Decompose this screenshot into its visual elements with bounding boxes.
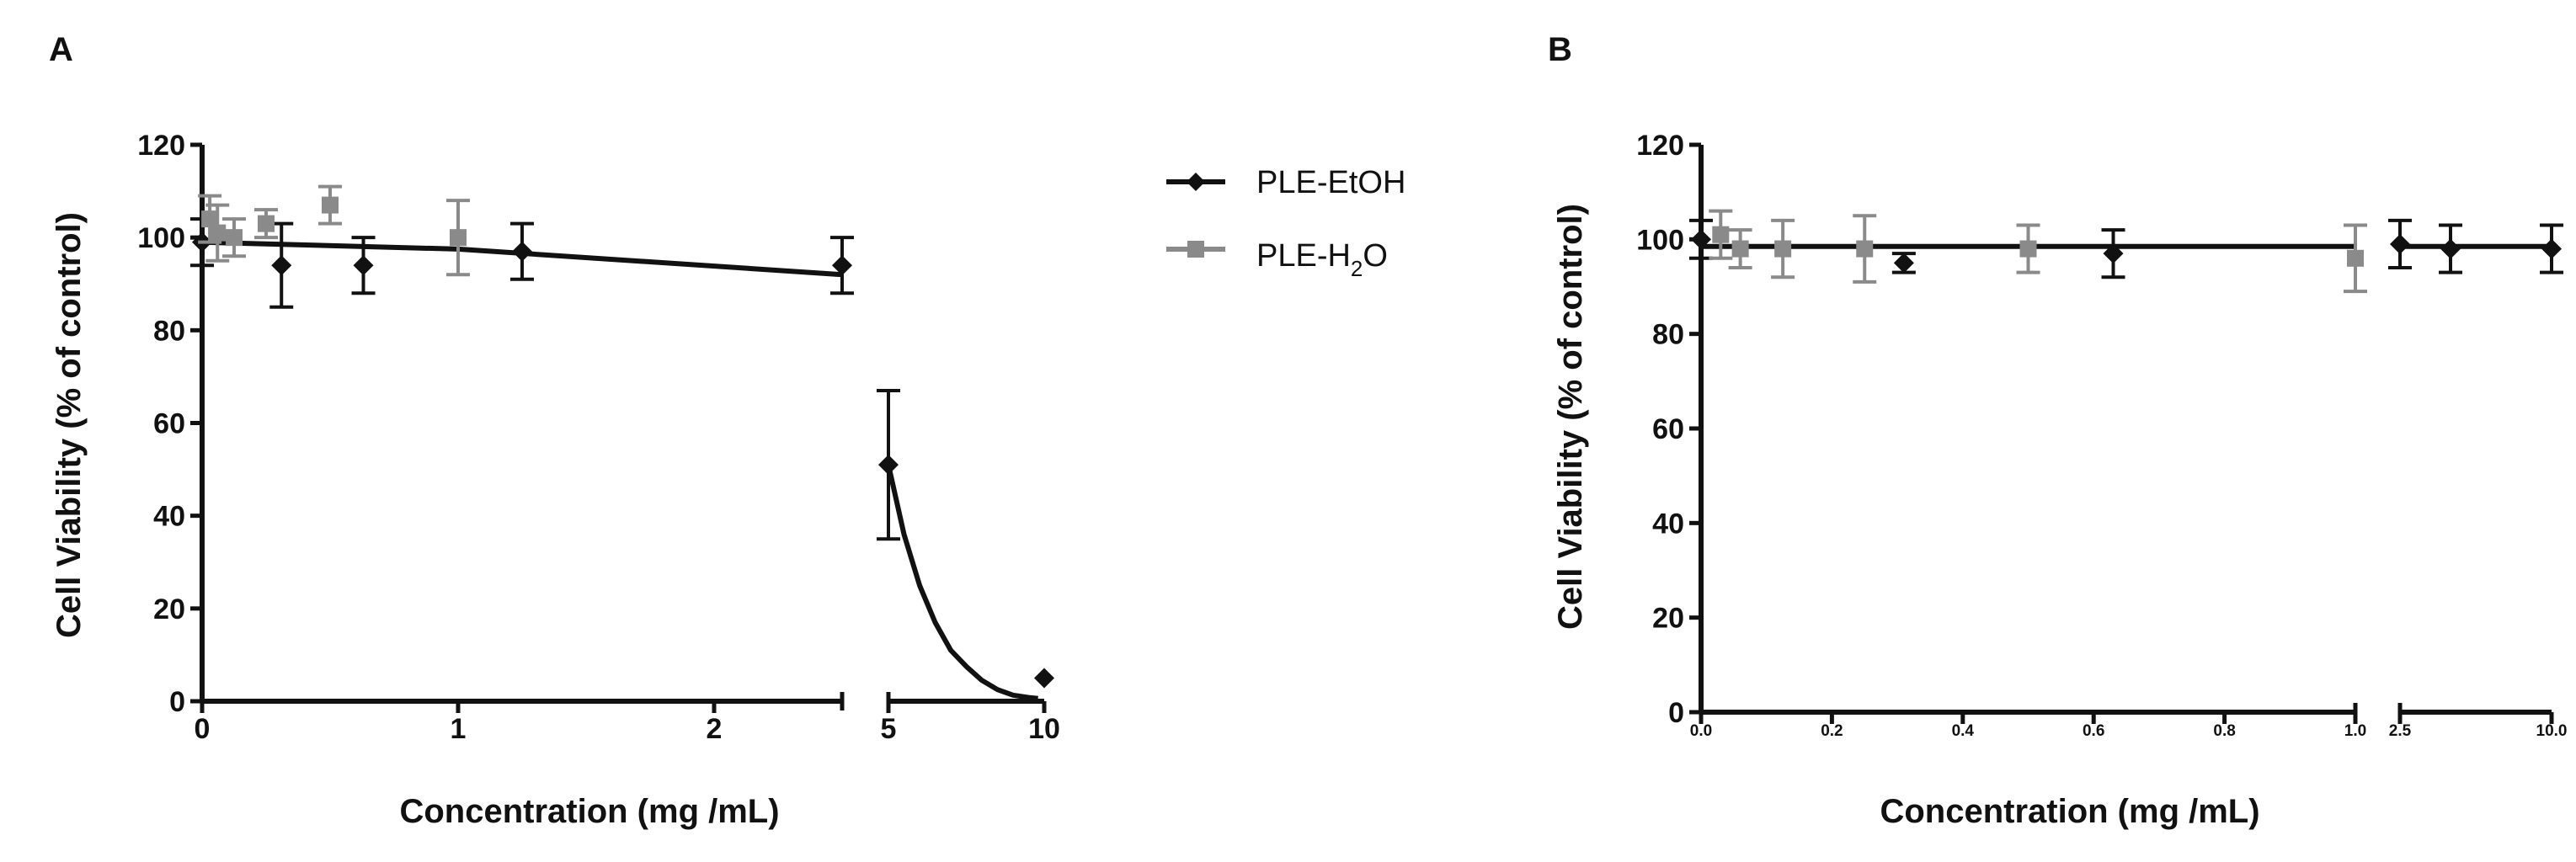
- panel-b-ple-etoh-point: [1893, 253, 1914, 274]
- panel-a-ple-h2o-point: [450, 229, 467, 247]
- panel-b-x-tick-label: 0.8: [2213, 722, 2235, 740]
- panel-a-y-tick-label: 40: [153, 501, 185, 533]
- legend-h2o-marker: [1187, 241, 1204, 258]
- legend-h2o-label-main: PLE-H: [1256, 238, 1351, 274]
- panel-a-x-tick-label: 10: [1028, 713, 1060, 745]
- legend-h2o-label-sub: 2: [1351, 256, 1363, 281]
- panel-a-y-tick-label: 120: [137, 130, 185, 162]
- panel-a-ple-h2o-point: [258, 215, 275, 232]
- panel-a-y-axis-title: Cell Viability (% of control): [51, 212, 88, 638]
- panel-b-ple-etoh-point: [2541, 238, 2562, 259]
- panel-b-x-tick-label: 2.5: [2389, 722, 2412, 740]
- panel-b-ple-etoh-point: [2103, 243, 2124, 264]
- panel-b-x-axis-title: Concentration (mg /mL): [1880, 793, 2259, 830]
- panel-a-x-tick-label: 1: [451, 713, 467, 745]
- panel-a-y-tick-label: 20: [153, 593, 185, 625]
- panel-b-y-tick-label: 100: [1636, 224, 1684, 256]
- panel-a-ple-h2o-point: [322, 196, 339, 214]
- panel-b-ple-etoh-point: [1691, 229, 1711, 250]
- legend-etoh-marker: [1187, 173, 1205, 191]
- panel-b-ple-h2o-point: [1774, 240, 1792, 258]
- panel-a-ple-h2o-point: [201, 210, 219, 228]
- panel-a-x-axis-title: Concentration (mg /mL): [399, 793, 779, 830]
- panel-b-ple-h2o-point: [1731, 240, 1749, 258]
- panel-b-x-tick-label: 0.0: [1690, 722, 1712, 740]
- legend-etoh-label: PLE-EtOH: [1256, 165, 1405, 200]
- panel-b-y-tick-label: 80: [1652, 319, 1684, 351]
- panel-b-ple-h2o-point: [2019, 240, 2037, 258]
- panel-a-ple-etoh-point: [832, 255, 852, 276]
- legend-h2o-label-tail: O: [1363, 238, 1388, 274]
- panel-a-x-tick-label: 2: [707, 713, 723, 745]
- panel-b-ple-h2o-point: [1856, 240, 1874, 258]
- legend-h2o-label: PLE-H2O: [1256, 238, 1388, 281]
- panel-b-y-tick-label: 60: [1652, 413, 1684, 445]
- panel-a-x-tick-label: 5: [881, 713, 897, 745]
- panel-a-ple-etoh-fit-line: [886, 464, 1038, 701]
- panel-b-x-tick-label: 1.0: [2344, 722, 2366, 740]
- panel-b-x-tick-label: 0.2: [1821, 722, 1843, 740]
- panel-a-ple-h2o-point: [209, 224, 227, 242]
- panel-a-plot: 0 20 40 60 80 100 120 0 1 2 5 10: [137, 130, 1060, 745]
- panel-b-ple-etoh-point: [2440, 238, 2461, 259]
- panel-a-ple-etoh-point: [1034, 668, 1054, 689]
- panel-b-x-tick-label: 10.0: [2536, 722, 2568, 740]
- panel-a-x-tick-label: 0: [195, 713, 211, 745]
- panel-a-y-tick-label: 80: [153, 315, 185, 347]
- panel-b-y-tick-label: 40: [1652, 508, 1684, 540]
- panel-b-ple-h2o-point: [2347, 249, 2364, 267]
- panel-a-y-tick-label: 60: [153, 408, 185, 440]
- panel-b-ple-h2o-point: [1712, 226, 1730, 243]
- panel-b-y-tick-label: 0: [1668, 697, 1684, 729]
- panel-a-letter: A: [49, 31, 73, 68]
- panel-b-plot: 0 20 40 60 80 100 120 0.0 0.2 0.4 0.6 0.8 1.0 2.5 10.0: [1636, 130, 2567, 740]
- panel-a-ple-etoh-point: [271, 255, 292, 276]
- panel-b-ple-etoh-point: [2390, 233, 2410, 254]
- panel-a-ple-etoh-point: [512, 241, 532, 262]
- panel-a-ple-etoh-point: [878, 455, 899, 476]
- panel-a-y-tick-label: 0: [169, 686, 185, 718]
- panel-b-y-axis-title: Cell Viability (% of control): [1552, 204, 1589, 630]
- panel-b-y-tick-label: 120: [1636, 130, 1684, 162]
- panel-a-y-tick-label: 100: [137, 222, 185, 254]
- panel-b-letter: B: [1548, 31, 1572, 68]
- panel-b-x-tick-label: 0.4: [1952, 722, 1975, 740]
- panel-b-y-tick-label: 20: [1652, 603, 1684, 635]
- panel-a-ple-h2o-point: [226, 229, 243, 247]
- panel-a-ple-etoh-point: [353, 255, 374, 276]
- panel-b-x-tick-label: 0.6: [2083, 722, 2104, 740]
- legend: PLE-EtOH PLE-H2O: [1166, 165, 1405, 281]
